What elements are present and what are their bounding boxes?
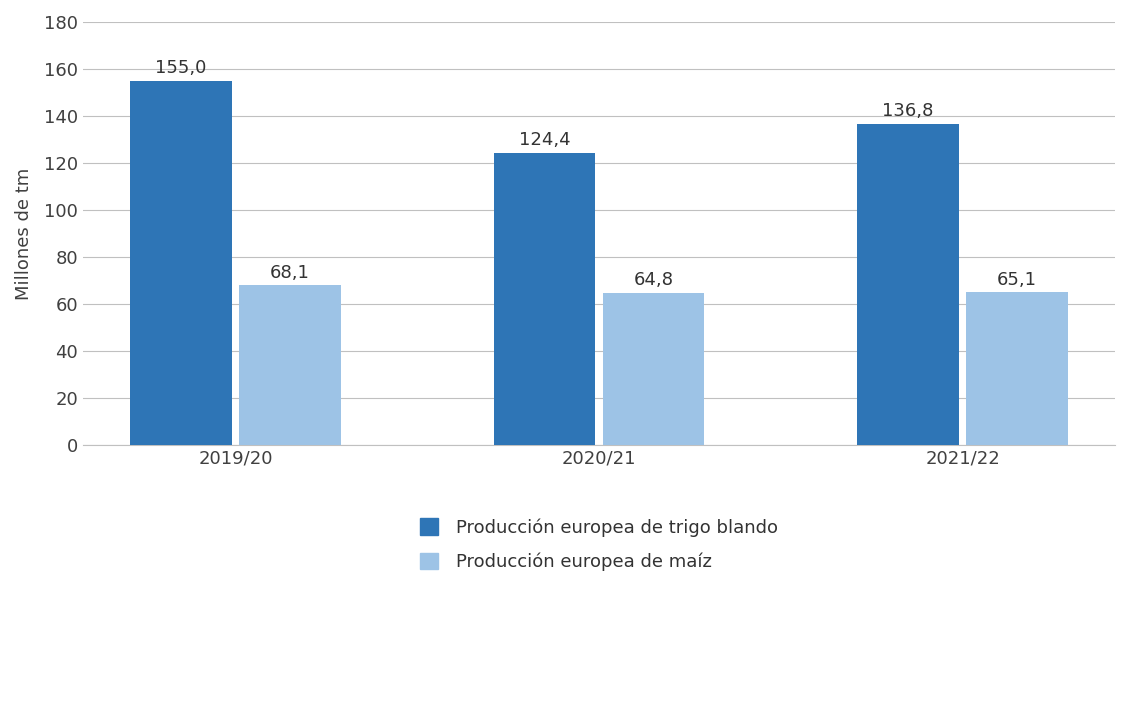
Bar — [240, 285, 341, 445]
Text: 64,8: 64,8 — [634, 271, 673, 289]
Bar — [494, 153, 596, 445]
Legend: Producción europea de trigo blando, Producción europea de maíz: Producción europea de trigo blando, Prod… — [411, 509, 788, 581]
Bar — [966, 292, 1068, 445]
Text: 155,0: 155,0 — [155, 59, 207, 77]
Text: 68,1: 68,1 — [270, 263, 310, 282]
Text: 136,8: 136,8 — [883, 102, 933, 120]
Text: 65,1: 65,1 — [997, 270, 1037, 289]
Bar — [602, 293, 704, 445]
Y-axis label: Millones de tm: Millones de tm — [15, 168, 33, 300]
Text: 124,4: 124,4 — [519, 131, 571, 150]
Bar — [858, 124, 959, 445]
Bar — [130, 81, 232, 445]
